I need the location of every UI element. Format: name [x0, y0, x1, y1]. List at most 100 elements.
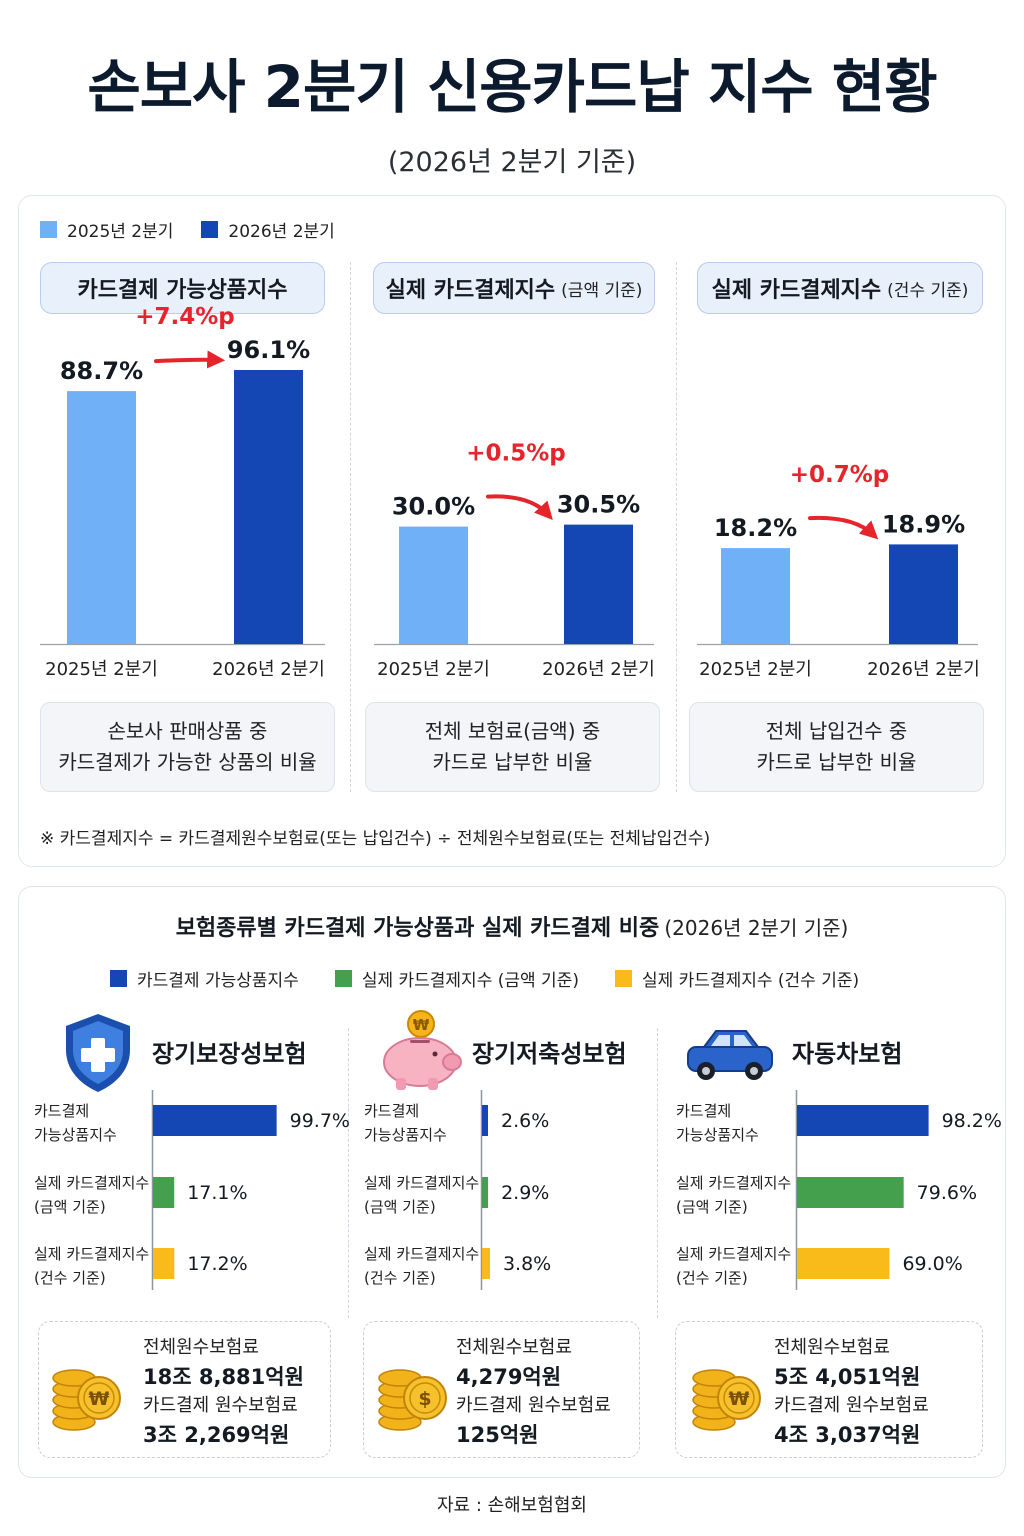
bar-value-label: 2.9%: [501, 1182, 549, 1204]
category-label: (건수 기준): [364, 1269, 436, 1287]
description-line: 전체 보험료(금액) 중: [424, 719, 601, 743]
bar-amount-basis: [797, 1177, 904, 1208]
x-tick-label: 2025년 2분기: [45, 659, 158, 680]
piggy-snout: [442, 1053, 462, 1071]
legend-swatch-green: [334, 970, 352, 987]
card-premium-label: 카드결제 원수보험료: [774, 1395, 929, 1416]
total-premium-label: 전체원수보험료: [456, 1337, 572, 1358]
coin-symbol: ₩: [413, 1016, 430, 1034]
front-coin-rim: [723, 1382, 755, 1414]
chart-description-2: 전체 보험료(금액) 중 카드로 납부한 비율: [365, 702, 660, 792]
card-premium-value: 3조 2,269억원: [143, 1423, 290, 1447]
insurance-title-auto: 자동차보험: [792, 1040, 903, 1068]
bar-2025: [721, 548, 790, 644]
description-line: 손보사 판매상품 중: [107, 719, 268, 743]
coin-stack-icon: ₩: [692, 1369, 761, 1431]
car-icon: [687, 1030, 773, 1080]
formula-footnote: ※ 카드결제지수 = 카드결제원수보험료(또는 납입건수) ÷ 전체원수보험료(…: [40, 829, 711, 849]
piggy-eye: [432, 1051, 438, 1057]
legend-item-amount: 실제 카드결제지수 (금액 기준): [334, 966, 579, 991]
category-label: (금액 기준): [676, 1198, 748, 1216]
category-label: (건수 기준): [676, 1269, 748, 1287]
piggy-slot: [410, 1040, 430, 1043]
legend-item-2025: 2025년 2분기: [40, 217, 173, 242]
page-subtitle: (2026년 2분기 기준): [387, 147, 637, 178]
category-label: 가능상품지수: [34, 1126, 117, 1144]
legend-swatch-light-blue: [40, 221, 57, 238]
change-arrow-icon: [154, 350, 226, 369]
bar-2026: [889, 544, 958, 644]
category-label: (금액 기준): [34, 1198, 106, 1216]
bar-value-label: 18.9%: [882, 510, 965, 538]
bar-value-label: 96.1%: [227, 336, 310, 364]
column-divider: [676, 262, 677, 792]
bar-value-label: 17.2%: [187, 1253, 247, 1275]
description-line: 카드로 납부한 비율: [756, 750, 917, 774]
card-premium-label: 카드결제 원수보험료: [456, 1395, 611, 1416]
section-title-note: (2026년 2분기 기준): [664, 916, 849, 940]
total-premium-label: 전체원수보험료: [774, 1337, 890, 1358]
front-coin-rim: [83, 1382, 115, 1414]
chart-title-text: 카드결제 가능상품지수: [77, 278, 288, 303]
bar-count-basis: [482, 1248, 490, 1279]
change-label: +0.7%p: [790, 462, 890, 488]
bar-count-basis: [153, 1248, 175, 1279]
bar-value-label: 17.1%: [187, 1182, 247, 1204]
bar-2026: [234, 370, 303, 644]
column-divider: [657, 1028, 658, 1318]
category-label: (건수 기준): [34, 1269, 106, 1287]
legend-item-count: 실제 카드결제지수 (건수 기준): [614, 966, 859, 991]
bar-value-label: 3.8%: [503, 1253, 551, 1275]
category-label: 실제 카드결제지수: [34, 1245, 149, 1263]
change-label: +7.4%p: [135, 304, 235, 330]
legend-swatch-yellow: [614, 970, 632, 987]
legend-label: 카드결제 가능상품지수: [137, 971, 299, 991]
category-label: (금액 기준): [364, 1198, 436, 1216]
chart-title-available-products: 카드결제 가능상품지수: [40, 262, 325, 314]
category-label: 카드결제: [34, 1102, 89, 1120]
legend-swatch-dark-blue: [201, 221, 219, 238]
chart-title-note: (건수 기준): [887, 280, 969, 301]
bar-count-basis: [797, 1248, 890, 1279]
category-label: 실제 카드결제지수: [364, 1245, 479, 1263]
total-premium-label: 전체원수보험료: [143, 1337, 259, 1358]
bar-available-products: [153, 1105, 277, 1136]
column-divider: [348, 1028, 349, 1318]
piggy-leg: [428, 1078, 438, 1090]
column-divider: [350, 262, 351, 792]
change-label: +0.5%p: [466, 441, 566, 467]
chart-title-count-basis: 실제 카드결제지수 (건수 기준): [697, 262, 983, 314]
insurance-title-protection: 장기보장성보험: [152, 1040, 307, 1068]
card-premium-value: 125억원: [456, 1423, 539, 1447]
page-title: 손보사 2분기 신용카드납 지수 현황: [87, 53, 937, 121]
x-tick-label: 2026년 2분기: [542, 659, 655, 680]
category-label: 가능상품지수: [364, 1126, 447, 1144]
car-hubcap: [702, 1067, 710, 1075]
bar-value-label: 69.0%: [902, 1253, 962, 1275]
insurance-title-savings: 장기저축성보험: [472, 1040, 627, 1068]
section-title: 보험종류별 카드결제 가능상품과 실제 카드결제 비중 (2026년 2분기 기…: [0, 910, 1024, 942]
legend-item-2026: 2026년 2분기: [201, 217, 335, 242]
coin-symbol: ₩: [729, 1388, 750, 1410]
bar-2026: [564, 524, 633, 644]
chart-title-text: 실제 카드결제지수: [385, 278, 556, 303]
chart-title-amount-basis: 실제 카드결제지수 (금액 기준): [373, 262, 655, 314]
shield-cross-horizontal: [81, 1048, 115, 1062]
total-premium-value: 18조 8,881억원: [143, 1365, 304, 1389]
category-label: 카드결제: [364, 1102, 419, 1120]
x-tick-label: 2025년 2분기: [699, 659, 812, 680]
source-note: 자료 : 손해보험협회: [437, 1495, 587, 1516]
bar-value-label: 88.7%: [60, 357, 143, 385]
chart-description-1: 손보사 판매상품 중 카드결제가 가능한 상품의 비율: [40, 702, 335, 792]
category-label: 실제 카드결제지수: [676, 1174, 791, 1192]
piggy-bank-icon: ₩: [383, 1010, 462, 1090]
shield-cross-icon: [66, 1014, 130, 1092]
x-tick-label: 2026년 2분기: [212, 659, 325, 680]
bar-value-label: 2.6%: [501, 1110, 549, 1132]
legend-swatch-blue: [110, 970, 127, 987]
legend-item-available: 카드결제 가능상품지수: [110, 966, 299, 991]
coin-symbol: ₩: [89, 1388, 110, 1410]
category-label: 카드결제: [676, 1102, 731, 1120]
bar-available-products: [797, 1105, 929, 1136]
